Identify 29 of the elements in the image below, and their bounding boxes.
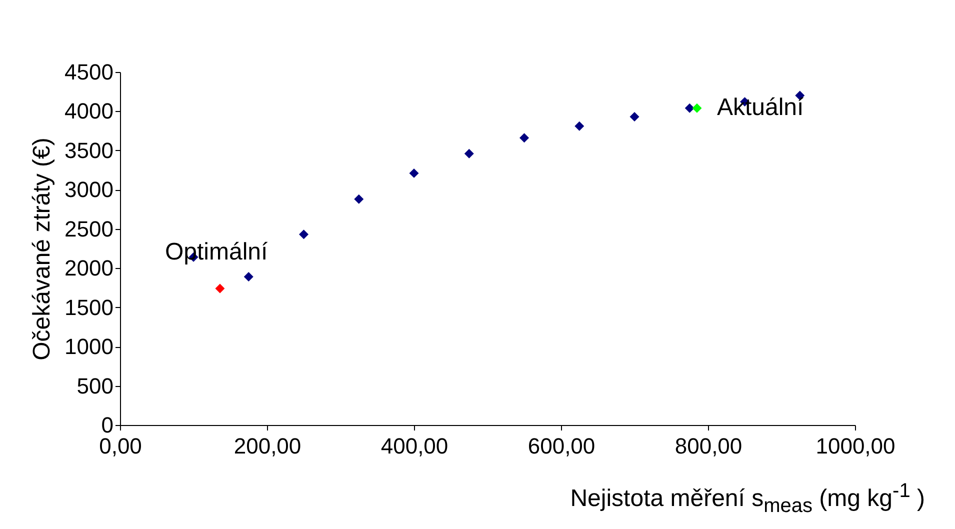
y-tick-label: 4500 bbox=[64, 60, 114, 84]
x-tick-label: 400,00 bbox=[380, 434, 448, 458]
y-tick-label: 1000 bbox=[64, 334, 114, 360]
point bbox=[299, 230, 308, 240]
y-axis-title: Očekávané ztráty (€) bbox=[28, 138, 56, 360]
point bbox=[574, 121, 584, 131]
annotation: Optimální bbox=[164, 238, 268, 266]
x-axis-title: Nejistota měření s$_{meas}$ (mg kg$^{-1}$ ) bbox=[570, 480, 925, 518]
y-tick-label: 500 bbox=[76, 373, 114, 398]
point bbox=[630, 112, 640, 122]
y-tick-label: 2000 bbox=[64, 256, 114, 281]
x-tick-label: 200,00 bbox=[234, 434, 302, 458]
x-tick-label: 800,00 bbox=[674, 434, 742, 458]
point bbox=[215, 284, 225, 294]
y-tick-label: 2500 bbox=[64, 216, 114, 242]
point bbox=[354, 194, 364, 204]
point bbox=[684, 103, 694, 113]
point bbox=[409, 168, 419, 178]
y-tick-label: 4000 bbox=[64, 98, 114, 124]
point bbox=[520, 133, 529, 143]
point bbox=[692, 103, 702, 113]
x-tick-label: 600,00 bbox=[528, 434, 596, 458]
point bbox=[244, 272, 254, 282]
y-tick-label: 1500 bbox=[64, 294, 114, 320]
y-tick-label: 3500 bbox=[64, 138, 114, 163]
x-tick-label: 1000,00 bbox=[816, 434, 896, 458]
annotation: Aktuální bbox=[716, 94, 804, 122]
point bbox=[464, 148, 474, 158]
y-tick-label: 3000 bbox=[64, 177, 114, 202]
